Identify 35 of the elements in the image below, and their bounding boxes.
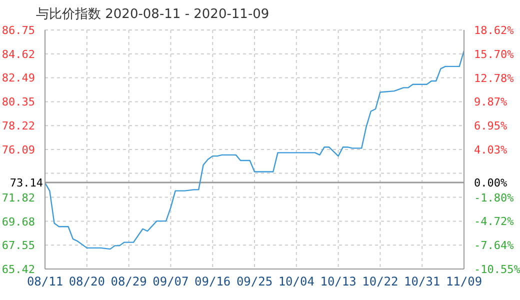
y-tick-label: 82.49 (2, 72, 35, 85)
y-tick-label: 67.55 (2, 239, 35, 252)
x-tick-label: 09/16 (194, 274, 231, 289)
x-tick-label: 11/09 (446, 274, 482, 289)
y2-tick-label: 9.87% (474, 96, 508, 109)
y2-tick-label: 0.00% (474, 176, 508, 190)
y-tick-label: 80.35 (2, 96, 35, 109)
x-tick-label: 10/04 (278, 274, 314, 289)
ref-line-label: 73.14 (10, 176, 44, 190)
x-tick-label: 08/29 (110, 274, 147, 289)
x-tick-label: 09/25 (236, 274, 273, 289)
x-tick-label: 10/13 (320, 274, 356, 289)
y-tick-label: 84.62 (2, 48, 35, 61)
y2-tick-label: -7.64% (474, 239, 514, 252)
x-tick-label: 10/22 (362, 274, 398, 289)
x-tick-label: 08/11 (26, 274, 64, 289)
y-tick-label: 69.68 (2, 215, 35, 228)
y-tick-label: 76.09 (2, 143, 35, 156)
y-tick-label: 78.22 (2, 120, 35, 133)
y2-tick-label: -1.80% (474, 191, 514, 204)
line-series (45, 50, 464, 250)
y2-tick-label: 15.70% (474, 48, 514, 61)
y2-tick-label: -4.72% (474, 215, 514, 228)
x-tick-label: 09/07 (152, 274, 189, 289)
y-tick-label: 86.75 (2, 24, 35, 37)
y-tick-label: 71.82 (2, 191, 35, 204)
y2-tick-label: 12.78% (474, 72, 514, 85)
y2-tick-label: 18.62% (474, 24, 514, 37)
y2-tick-label: 4.03% (474, 144, 508, 157)
y-tick-label: 65.42 (2, 263, 35, 276)
y2-tick-label: -10.55% (474, 263, 520, 276)
x-tick-label: 10/31 (404, 274, 440, 289)
chart-title: 与比价指数 2020-08-11 - 2020-11-09 (36, 6, 270, 23)
x-tick-label: 08/20 (68, 274, 105, 289)
y2-tick-label: 6.95% (474, 120, 508, 133)
